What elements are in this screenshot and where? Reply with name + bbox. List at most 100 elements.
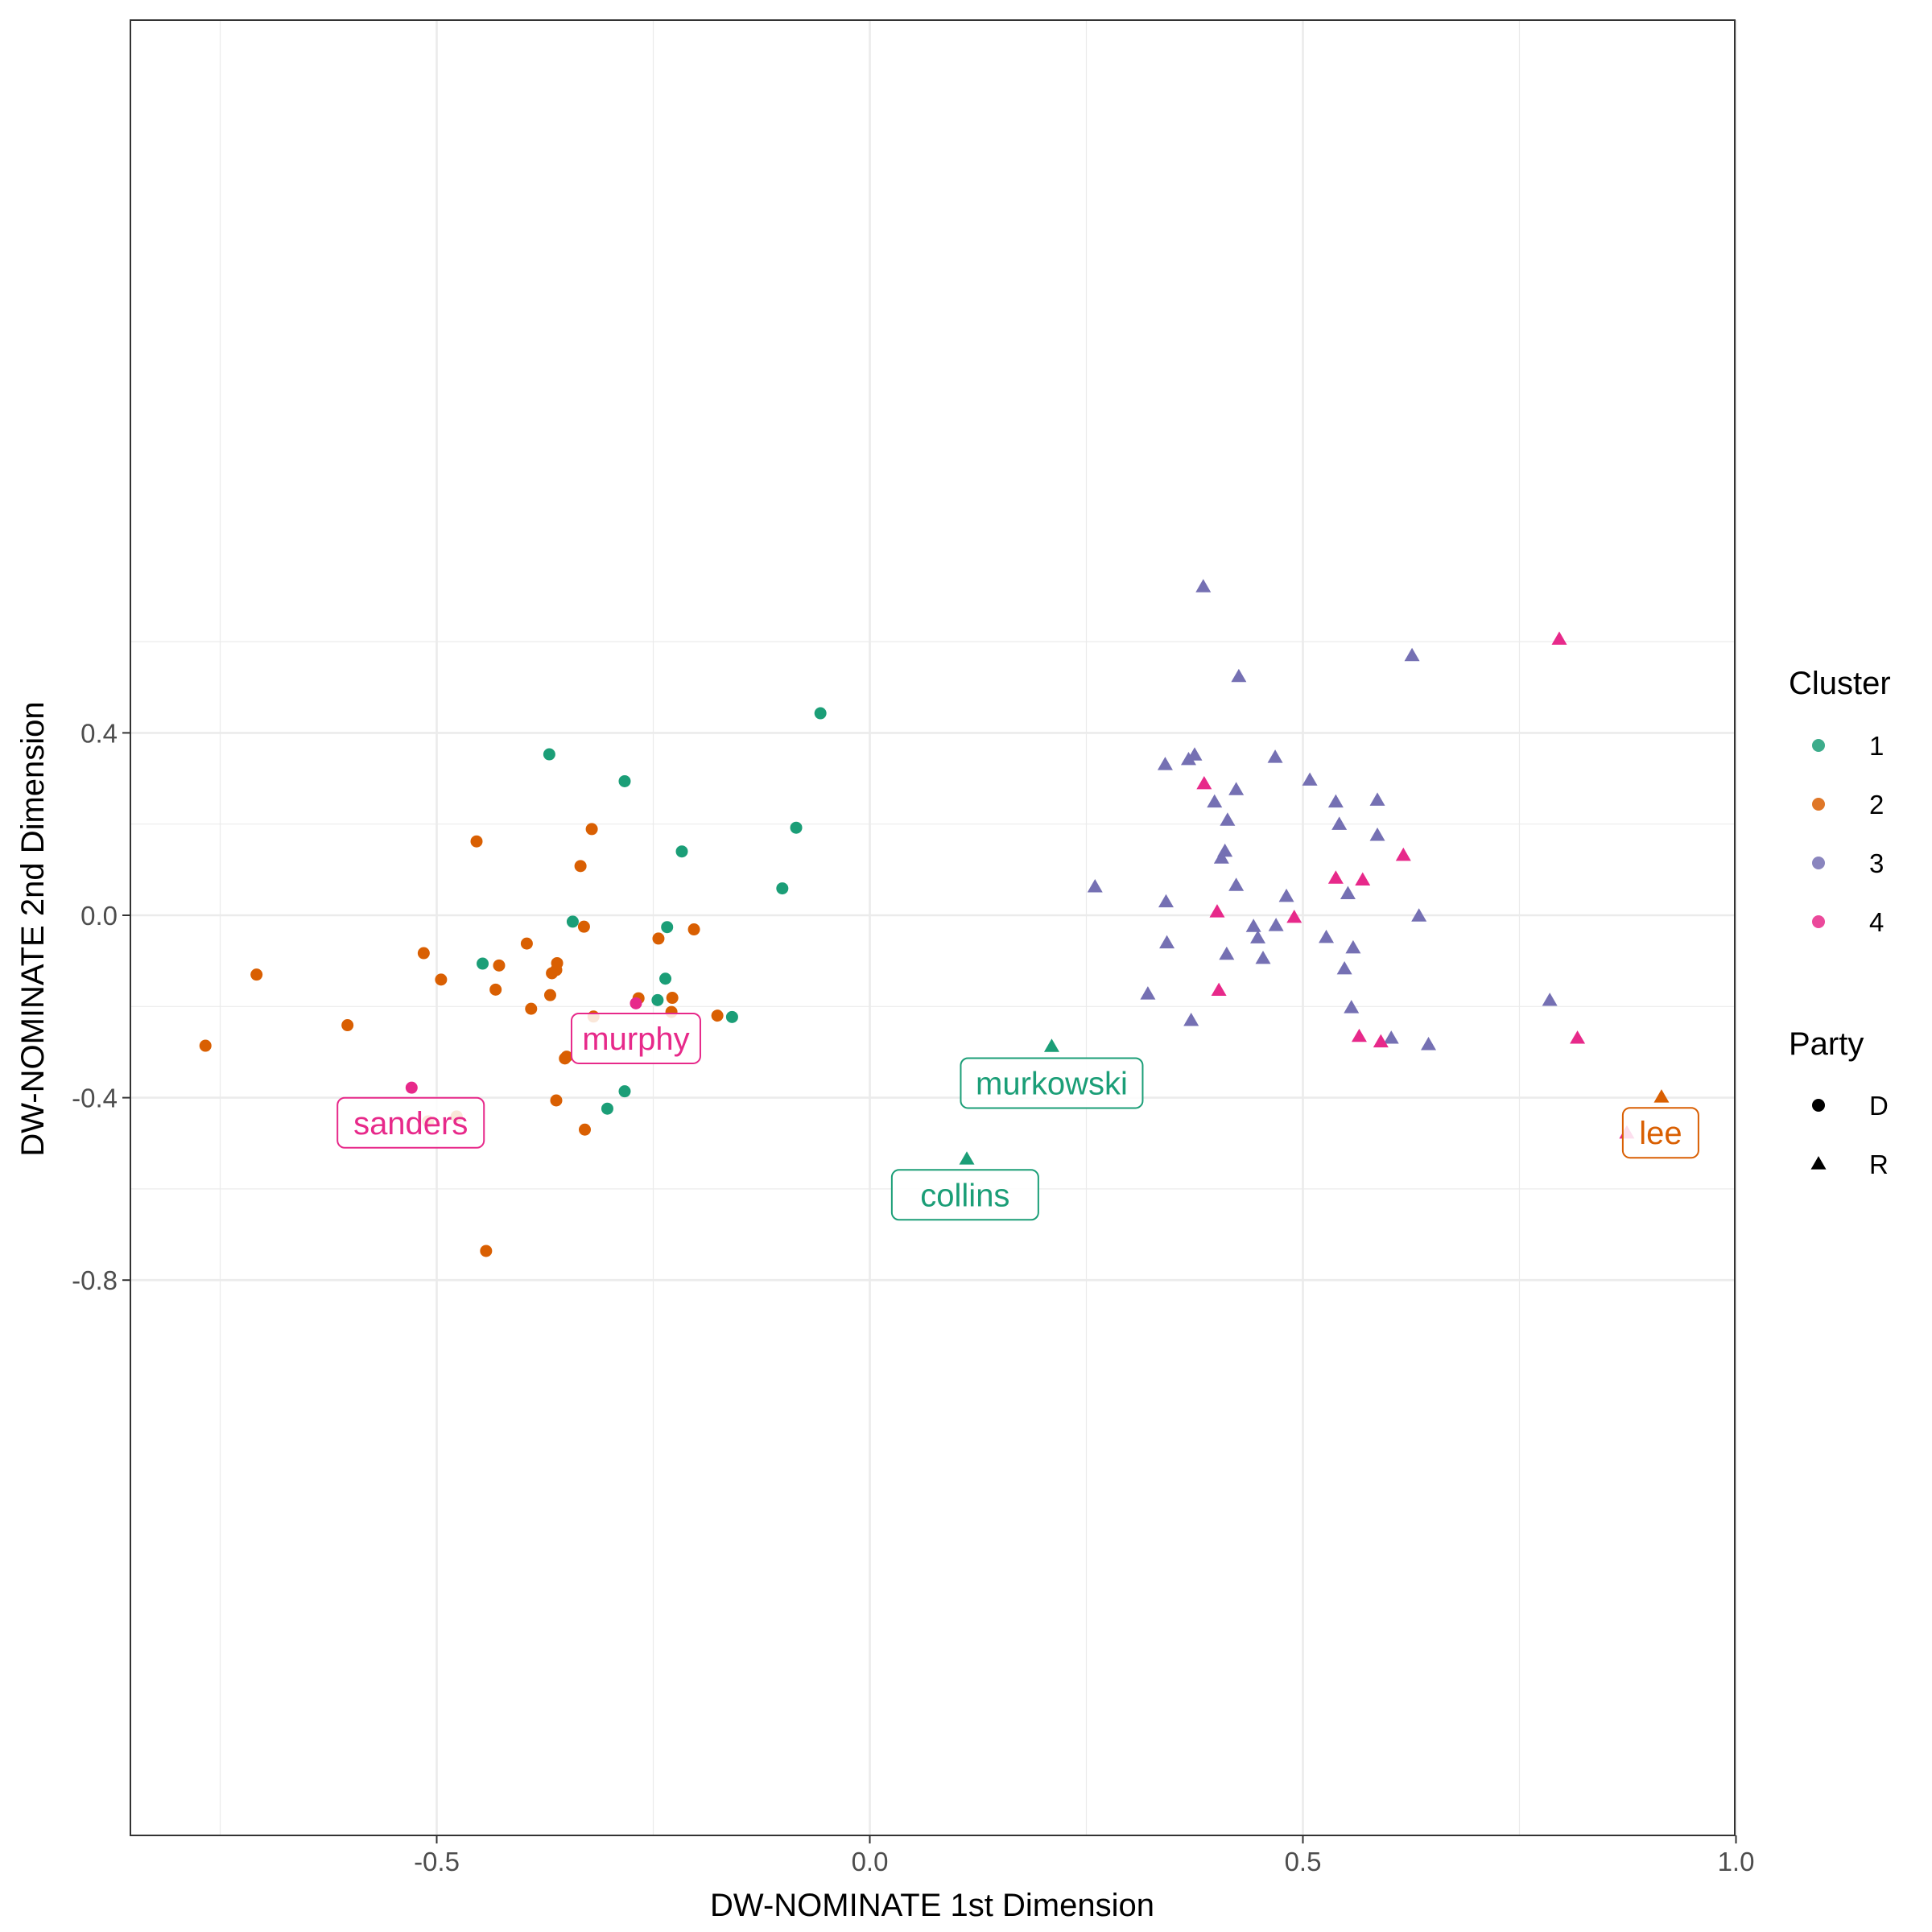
cluster-legend-label: 1 [1869, 731, 1884, 761]
x-tick-label: -0.5 [414, 1847, 460, 1876]
cluster-legend: Cluster 1 2 3 4 [1789, 666, 1891, 937]
data-point-republican [959, 1151, 975, 1165]
data-point-democrat [341, 1019, 354, 1032]
data-point-democrat [675, 845, 688, 858]
x-tick-label: 0.5 [1285, 1847, 1322, 1876]
cluster-legend-label: 3 [1869, 848, 1884, 878]
x-tick-label: 0.0 [852, 1847, 889, 1876]
name-label-text: lee [1639, 1116, 1682, 1151]
y-axis-title: DW-NOMINATE 2nd Dimension [15, 701, 51, 1156]
data-point-democrat [559, 1052, 572, 1065]
data-point-republican [1219, 946, 1235, 960]
cluster-legend-key-3 [1812, 857, 1825, 869]
name-label-text: sanders [353, 1106, 468, 1141]
data-point-democrat [578, 1123, 591, 1136]
data-point-republican [1180, 751, 1196, 766]
data-point-democrat [687, 923, 700, 936]
name-labels: murphy sanders murkowski collins lee [336, 1012, 1699, 1221]
party-legend-title: Party [1789, 1026, 1864, 1062]
data-point-republican [1369, 792, 1385, 806]
data-point-democrat [652, 932, 665, 945]
y-tick-label: 0.0 [80, 901, 118, 931]
data-point-democrat [651, 993, 664, 1006]
data-point-democrat [659, 972, 672, 985]
data-point-democrat [480, 1245, 493, 1257]
name-label-lee: lee [1621, 1107, 1699, 1159]
name-label-box [336, 1096, 485, 1149]
data-point-republican [1383, 1030, 1399, 1044]
data-point-republican [1231, 668, 1247, 683]
party-legend-triangle-icon [1810, 1156, 1827, 1170]
cluster-legend-label: 2 [1869, 790, 1884, 819]
data-point-democrat [199, 1039, 212, 1052]
data-point-republican [1228, 782, 1245, 795]
name-label-collins: collins [890, 1169, 1039, 1221]
data-point-republican [1302, 772, 1318, 786]
axis-ticks: -0.5 0.0 0.5 1.0 -0.8 -0.4 0.0 0.4 [72, 718, 1754, 1876]
data-point-republican [1268, 918, 1284, 931]
data-point-democrat [661, 921, 674, 934]
data-point-democrat [543, 748, 555, 761]
data-point-democrat [790, 821, 803, 834]
name-label-box [570, 1012, 701, 1064]
data-point-democrat [725, 1010, 738, 1023]
name-label-murphy: murphy [570, 1012, 701, 1064]
data-point-republican [1373, 1034, 1389, 1048]
data-point-republican [1195, 579, 1212, 592]
data-point-democrat [493, 959, 506, 972]
data-point-democrat [405, 1081, 418, 1094]
data-point-republican [1213, 850, 1229, 864]
data-point-republican [1245, 919, 1261, 932]
data-point-democrat [666, 992, 679, 1005]
grid-lines [130, 20, 1737, 1835]
y-tick-label: 0.4 [80, 718, 118, 748]
data-point-republican [1351, 1028, 1367, 1042]
data-point-democrat [618, 1085, 631, 1098]
party-legend-label: R [1869, 1150, 1889, 1179]
name-label-text: murphy [582, 1022, 689, 1057]
data-point-democrat [814, 707, 827, 720]
data-point-republican [1220, 812, 1236, 826]
cluster-legend-title: Cluster [1789, 666, 1891, 701]
data-point-republican [1570, 1030, 1586, 1044]
panel-border [130, 19, 1736, 1836]
data-point-democrat [577, 920, 590, 933]
data-point-republican [1411, 908, 1427, 922]
data-point-republican [1159, 935, 1175, 949]
name-label-box [890, 1169, 1039, 1221]
data-point-republican [1209, 904, 1225, 918]
name-label-box [960, 1057, 1144, 1109]
data-point-republican [1345, 939, 1361, 954]
x-axis-title: DW-NOMINATE 1st Dimension [710, 1888, 1154, 1923]
data-point-republican [1140, 986, 1156, 1000]
data-point-republican [1278, 888, 1294, 902]
data-point-republican [1331, 816, 1348, 830]
data-point-republican [1319, 929, 1335, 943]
name-label-sanders: sanders [336, 1096, 485, 1149]
party-legend-circle-icon [1812, 1099, 1825, 1112]
data-point-democrat [250, 968, 263, 981]
data-point-republican [1207, 794, 1223, 808]
data-point-republican [1211, 982, 1227, 997]
data-point-republican [1344, 1000, 1360, 1013]
data-point-republican [1336, 960, 1352, 975]
data-point-democrat [601, 1102, 613, 1115]
party-legend-label: D [1869, 1091, 1889, 1121]
data-point-republican [1228, 877, 1245, 891]
data-point-republican [1158, 894, 1174, 908]
cluster-legend-key-1 [1812, 739, 1825, 752]
data-point-republican [1286, 909, 1302, 923]
data-point-republican [1087, 879, 1103, 893]
data-point-republican [1421, 1037, 1437, 1051]
data-point-republican [1355, 872, 1371, 886]
name-label-murkowski: murkowski [960, 1057, 1144, 1109]
data-point-republican [1542, 993, 1558, 1006]
cluster-legend-label: 4 [1869, 907, 1884, 937]
data-point-republican [1255, 950, 1271, 964]
data-point-democrat [525, 1002, 538, 1015]
data-point-democrat [470, 835, 483, 848]
data-point-democrat [543, 989, 556, 1001]
data-point-democrat [550, 1094, 563, 1107]
